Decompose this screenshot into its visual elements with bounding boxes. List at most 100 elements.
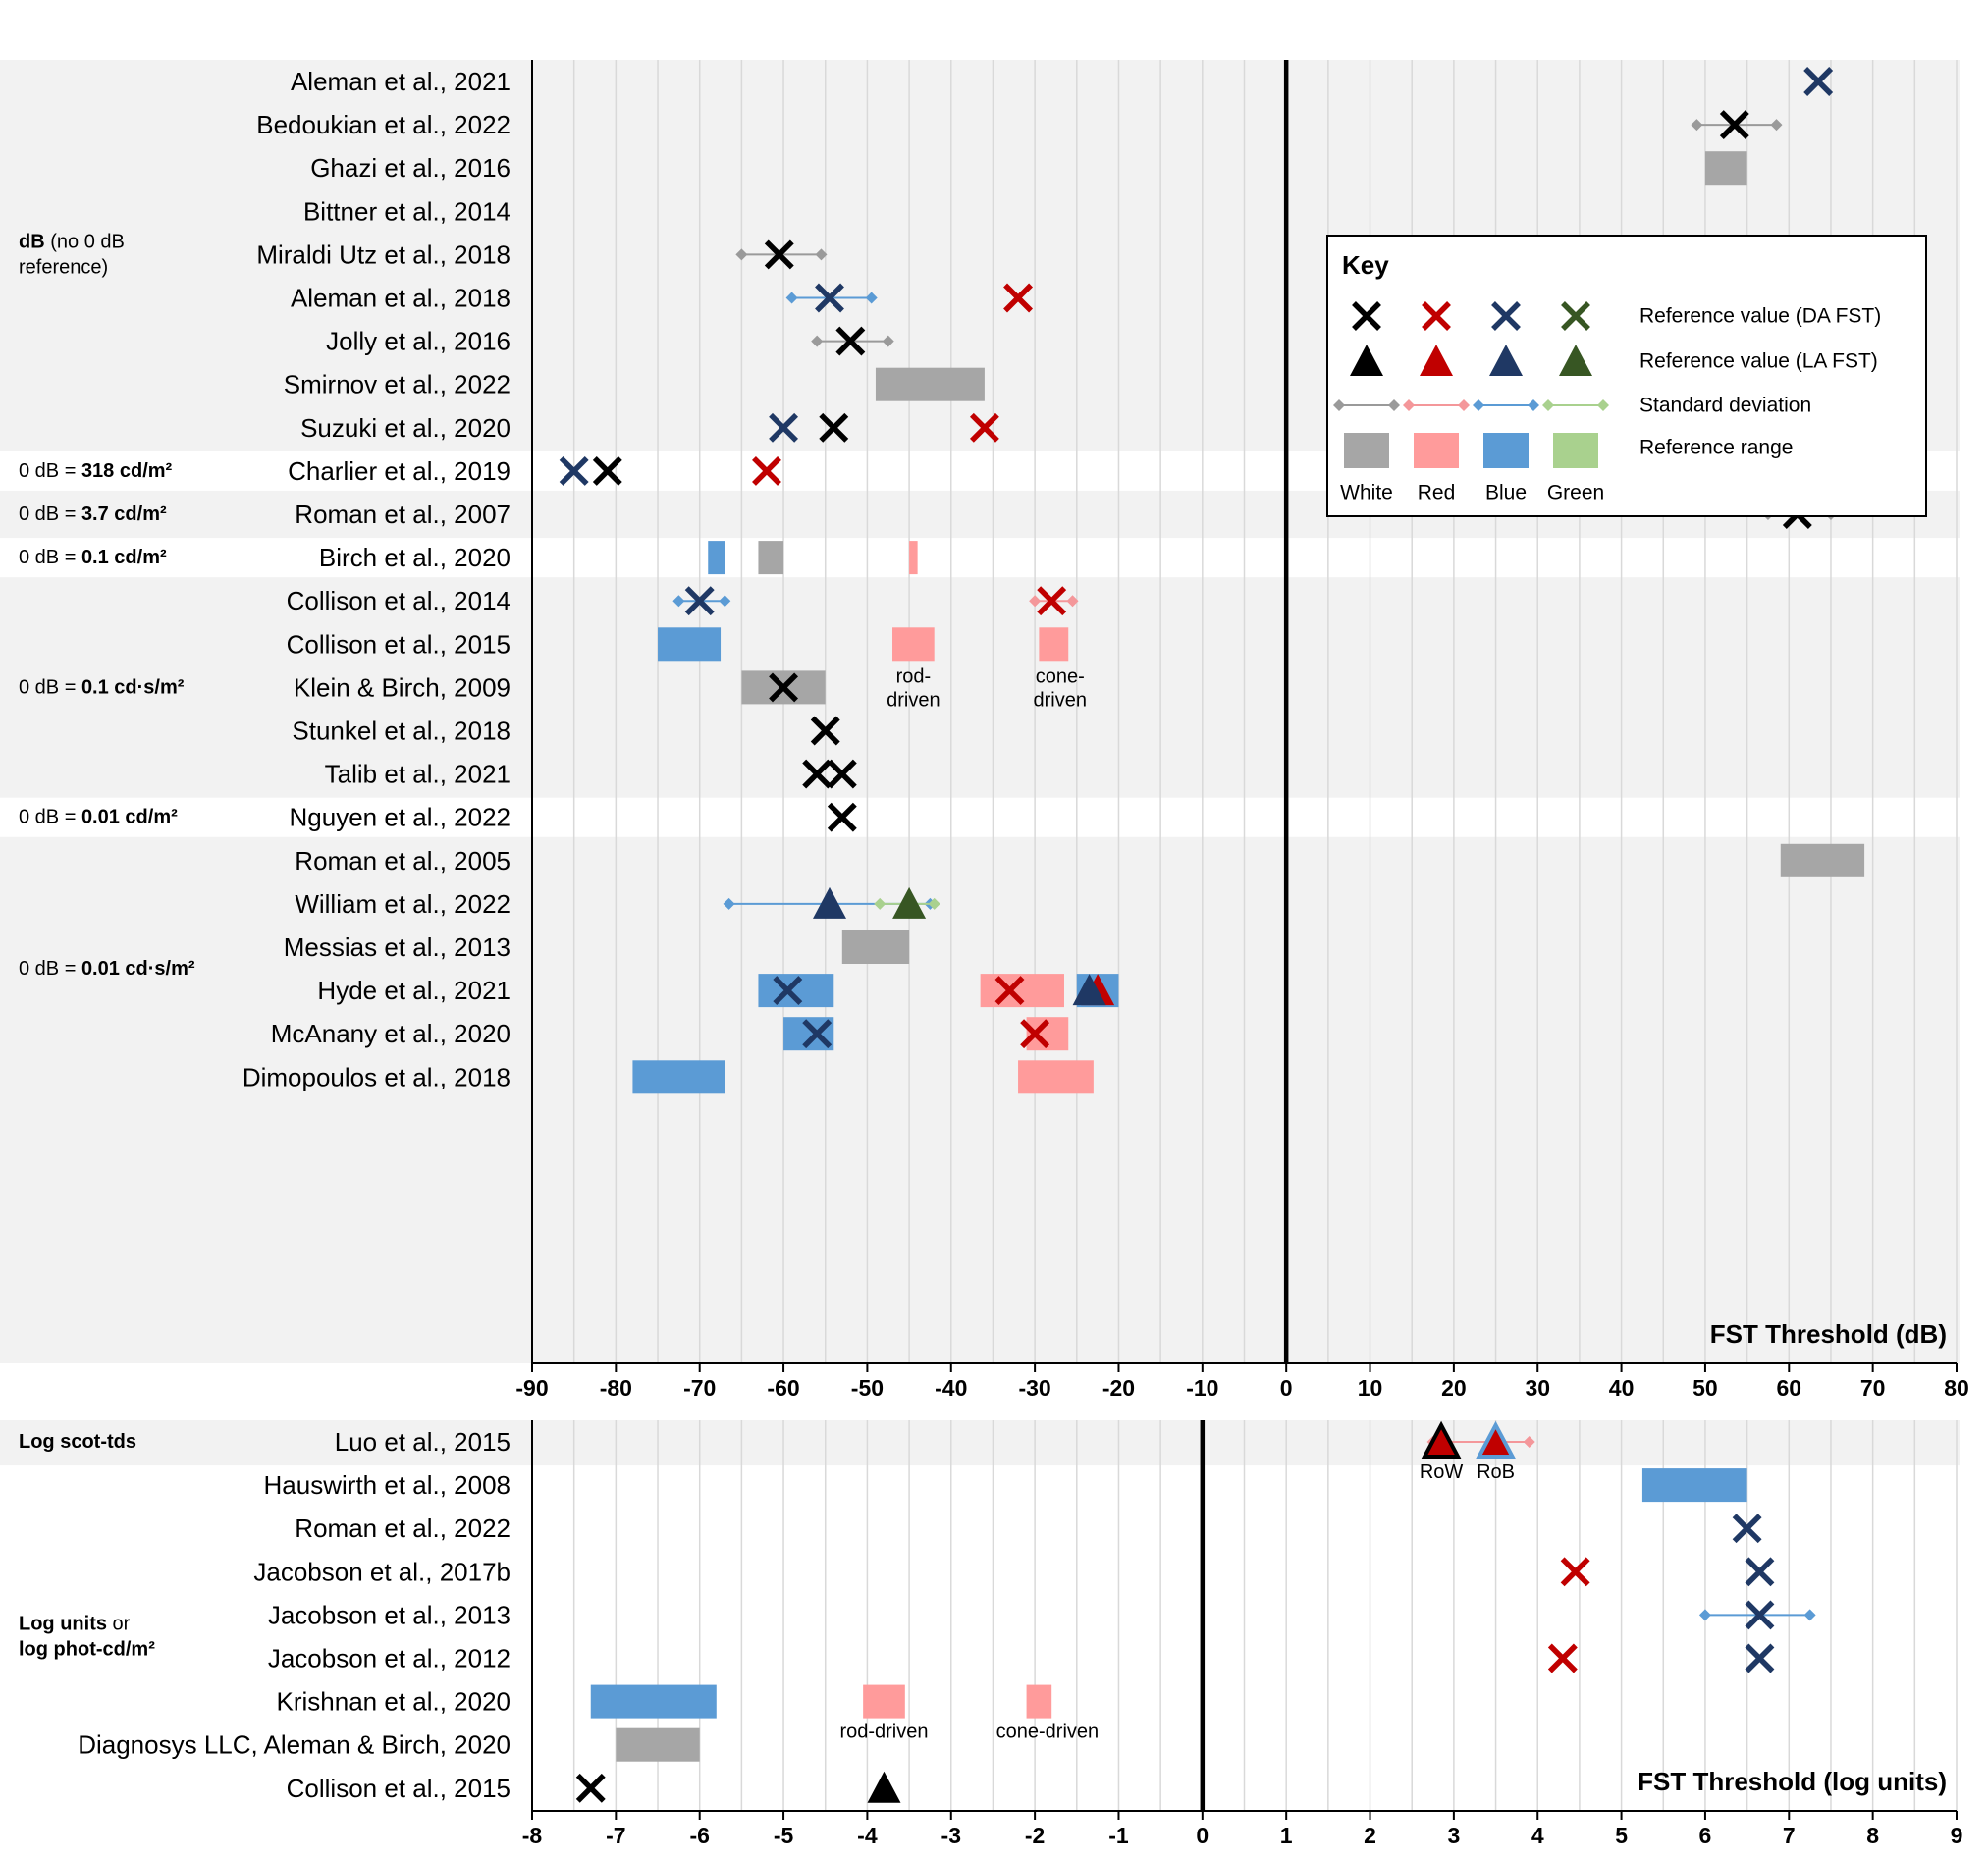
annotation: rod-	[896, 665, 932, 687]
x-tick-label: -80	[600, 1375, 632, 1401]
x-tick-label: 20	[1441, 1375, 1467, 1401]
white-da-reference-x	[819, 412, 849, 443]
annotation: cone-	[1036, 665, 1085, 687]
blue-da-reference-x	[802, 1019, 833, 1049]
blue-reference-range	[658, 627, 722, 662]
x-marker-stroke	[1803, 67, 1834, 96]
study-label: Jacobson et al., 2013	[268, 1600, 510, 1629]
blue-reference-range	[590, 1684, 717, 1719]
study-label: Nguyen et al., 2022	[290, 803, 511, 832]
group-label-part: 0 dB =	[19, 676, 81, 698]
group-label-part: dB	[19, 231, 45, 252]
group-band	[0, 836, 1960, 1363]
x-marker-stroke	[1745, 1600, 1775, 1630]
x-tick-label: -30	[1018, 1375, 1050, 1401]
x-marker-stroke	[1745, 1643, 1775, 1673]
group-label-part: 0.01 cd·s/m²	[81, 958, 195, 980]
study-label: Hyde et al., 2021	[317, 976, 510, 1005]
white-reference-range	[1704, 151, 1747, 186]
study-label: Miraldi Utz et al., 2018	[256, 239, 510, 269]
study-label: Roman et al., 2007	[295, 500, 510, 529]
sd-diamond	[1473, 399, 1484, 411]
x-tick-label: 4	[1531, 1823, 1544, 1848]
annotation: RoW	[1420, 1461, 1464, 1483]
x-marker-stroke	[1719, 110, 1749, 140]
group-label-line2: log phot-cd/m²	[19, 1638, 155, 1660]
x-tick-label: -10	[1186, 1375, 1218, 1401]
study-label: Jacobson et al., 2012	[268, 1644, 510, 1673]
x-marker-stroke	[769, 672, 799, 703]
group-label: dB (no 0 dB	[19, 231, 125, 252]
x-tick-label: 50	[1692, 1375, 1718, 1401]
blue-da-reference-x	[1745, 1643, 1775, 1673]
group-label: Log units or	[19, 1613, 131, 1634]
group-label-part: 0 dB =	[19, 958, 81, 980]
x-tick-label: -8	[522, 1823, 543, 1848]
white-la-reference-triangle	[1421, 1420, 1462, 1459]
legend-red-range	[1414, 433, 1459, 468]
white-da-reference-x	[802, 759, 833, 789]
legend-green-sd	[1542, 399, 1609, 411]
white-reference-range	[758, 541, 784, 575]
x-marker-stroke	[1422, 301, 1451, 331]
red-reference-range	[1039, 627, 1069, 662]
green-la-reference-triangle	[892, 886, 927, 919]
x-marker-stroke	[1352, 301, 1381, 331]
blue-da-reference-x	[815, 283, 844, 313]
group-label-part: or	[107, 1613, 131, 1634]
red-da-reference-x	[1020, 1019, 1050, 1049]
group-label-part: 3.7 cd/m²	[81, 504, 167, 525]
x-tick-label: -70	[683, 1375, 716, 1401]
blue-da-reference-x	[769, 412, 799, 443]
x-tick-label: -5	[774, 1823, 794, 1848]
sd-diamond	[719, 595, 731, 608]
study-label: Bittner et al., 2014	[303, 196, 510, 226]
sd-diamond	[1458, 399, 1470, 411]
sd-diamond	[1066, 595, 1079, 608]
axis-title: FST Threshold (log units)	[1638, 1767, 1947, 1796]
sd-diamond	[811, 335, 824, 347]
x-marker-stroke	[1547, 1643, 1578, 1673]
x-tick-label: 2	[1364, 1823, 1376, 1848]
legend-row-label: Reference value (LA FST)	[1639, 350, 1878, 373]
study-label: Collison et al., 2015	[287, 1774, 510, 1803]
x-tick-label: 8	[1866, 1823, 1879, 1848]
white-da-reference-x	[835, 326, 866, 356]
legend-blue-x	[1491, 301, 1521, 331]
study-label: Hauswirth et al., 2008	[264, 1470, 510, 1500]
panel-log-units: Log scot-tds Log units or log phot-cd/m² -8…	[0, 1420, 1962, 1848]
group-label-part: 0 dB =	[19, 504, 81, 525]
sd-diamond	[1803, 1609, 1816, 1621]
study-label: Krishnan et al., 2020	[277, 1687, 511, 1717]
study-label: Diagnosys LLC, Aleman & Birch, 2020	[78, 1730, 510, 1760]
x-marker-stroke	[994, 976, 1025, 1006]
x-tick-label: 0	[1280, 1375, 1293, 1401]
x-marker-stroke	[769, 412, 799, 443]
legend-key: Key White Red Blue Green Reference value (DA …	[1326, 235, 1927, 517]
group-label-part: Log scot-tds	[19, 1431, 136, 1453]
white-reference-range	[616, 1727, 700, 1762]
x-tick-label: 70	[1860, 1375, 1886, 1401]
group-band	[0, 1420, 1960, 1466]
sd-diamond	[1698, 1609, 1711, 1621]
red-da-reference-x	[1547, 1643, 1578, 1673]
white-da-reference-x	[827, 802, 857, 832]
x-marker-stroke	[1732, 1514, 1762, 1544]
study-label: Ghazi et al., 2016	[310, 153, 510, 183]
study-label: Charlier et al., 2019	[288, 456, 510, 486]
x-tick-label: -3	[941, 1823, 961, 1848]
group-label-part: 0.1 cd·s/m²	[81, 676, 185, 698]
blue-reference-range	[632, 1060, 725, 1094]
x-marker-stroke	[802, 759, 833, 789]
group-label-part: 0 dB =	[19, 807, 81, 828]
x-marker-stroke	[969, 412, 999, 443]
x-marker-stroke	[802, 1019, 833, 1049]
sd-diamond	[1029, 595, 1042, 608]
sd-diamond	[865, 292, 878, 304]
blue-da-reference-x	[559, 455, 589, 486]
blue-la-reference-triangle	[1072, 974, 1106, 1006]
legend-white-sd	[1333, 399, 1400, 411]
group-label-part: 318 cd/m²	[81, 460, 173, 482]
x-marker-stroke	[1020, 1019, 1050, 1049]
sd-diamond	[1528, 399, 1539, 411]
